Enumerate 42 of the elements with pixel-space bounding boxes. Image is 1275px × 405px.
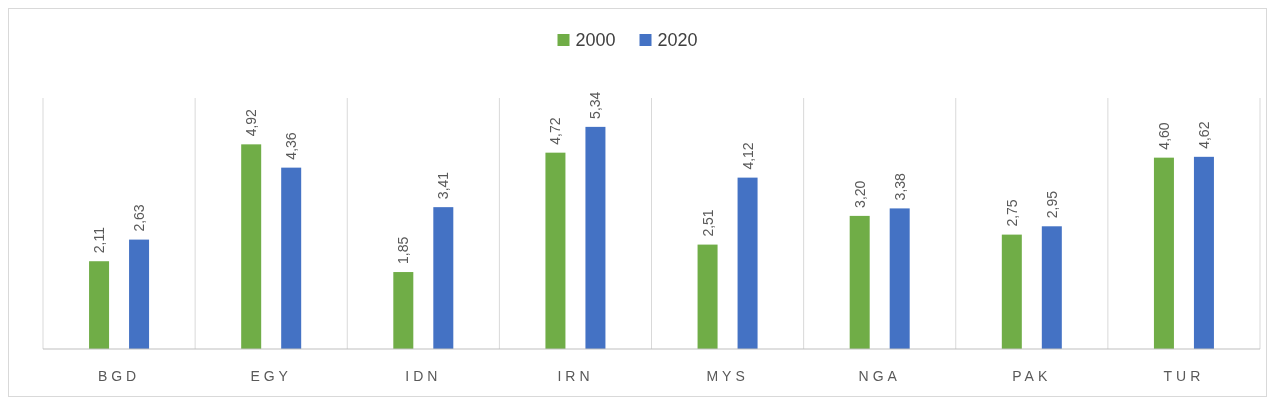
legend-label: 2020 <box>657 30 698 50</box>
bar <box>849 215 870 349</box>
data-label: 4,62 <box>1195 121 1212 149</box>
bar <box>889 208 910 349</box>
data-label: 3,38 <box>891 172 908 201</box>
data-label: 2,75 <box>1003 199 1020 227</box>
bar <box>433 207 454 349</box>
legend-label: 2000 <box>575 30 616 50</box>
bar <box>241 144 262 349</box>
data-label: 4,12 <box>739 142 756 170</box>
data-label: 4,72 <box>547 117 564 145</box>
x-tick-label: IRN <box>557 368 594 384</box>
data-label: 2,63 <box>131 204 148 232</box>
bar <box>1153 157 1174 349</box>
bar <box>585 126 606 349</box>
bar <box>281 167 302 349</box>
data-label: 3,20 <box>851 180 868 208</box>
bar <box>129 239 150 349</box>
bar <box>89 261 110 349</box>
data-label: 2,95 <box>1043 190 1060 219</box>
bar <box>393 272 414 349</box>
x-tick-label: IDN <box>405 368 442 384</box>
x-tick-label: MYS <box>706 368 749 384</box>
data-label: 4,92 <box>243 108 260 137</box>
bar <box>1193 156 1214 349</box>
x-tick-label: PAK <box>1012 368 1052 384</box>
data-label: 2,11 <box>91 226 108 254</box>
bar <box>737 177 758 349</box>
x-tick-label: TUR <box>1163 368 1205 384</box>
data-label: 3,41 <box>435 171 452 200</box>
x-tick-label: BGD <box>97 368 141 384</box>
data-label: 5,34 <box>587 91 604 119</box>
data-label: 2,51 <box>699 209 716 237</box>
bar <box>545 152 566 349</box>
data-label: 1,85 <box>395 236 412 265</box>
data-label: 4,60 <box>1155 122 1172 150</box>
bar <box>1001 234 1022 349</box>
x-tick-label: EGY <box>250 368 292 384</box>
bar <box>697 244 718 349</box>
data-label: 4,36 <box>283 132 300 160</box>
x-tick-label: NGA <box>858 368 901 384</box>
bar <box>1041 226 1062 349</box>
